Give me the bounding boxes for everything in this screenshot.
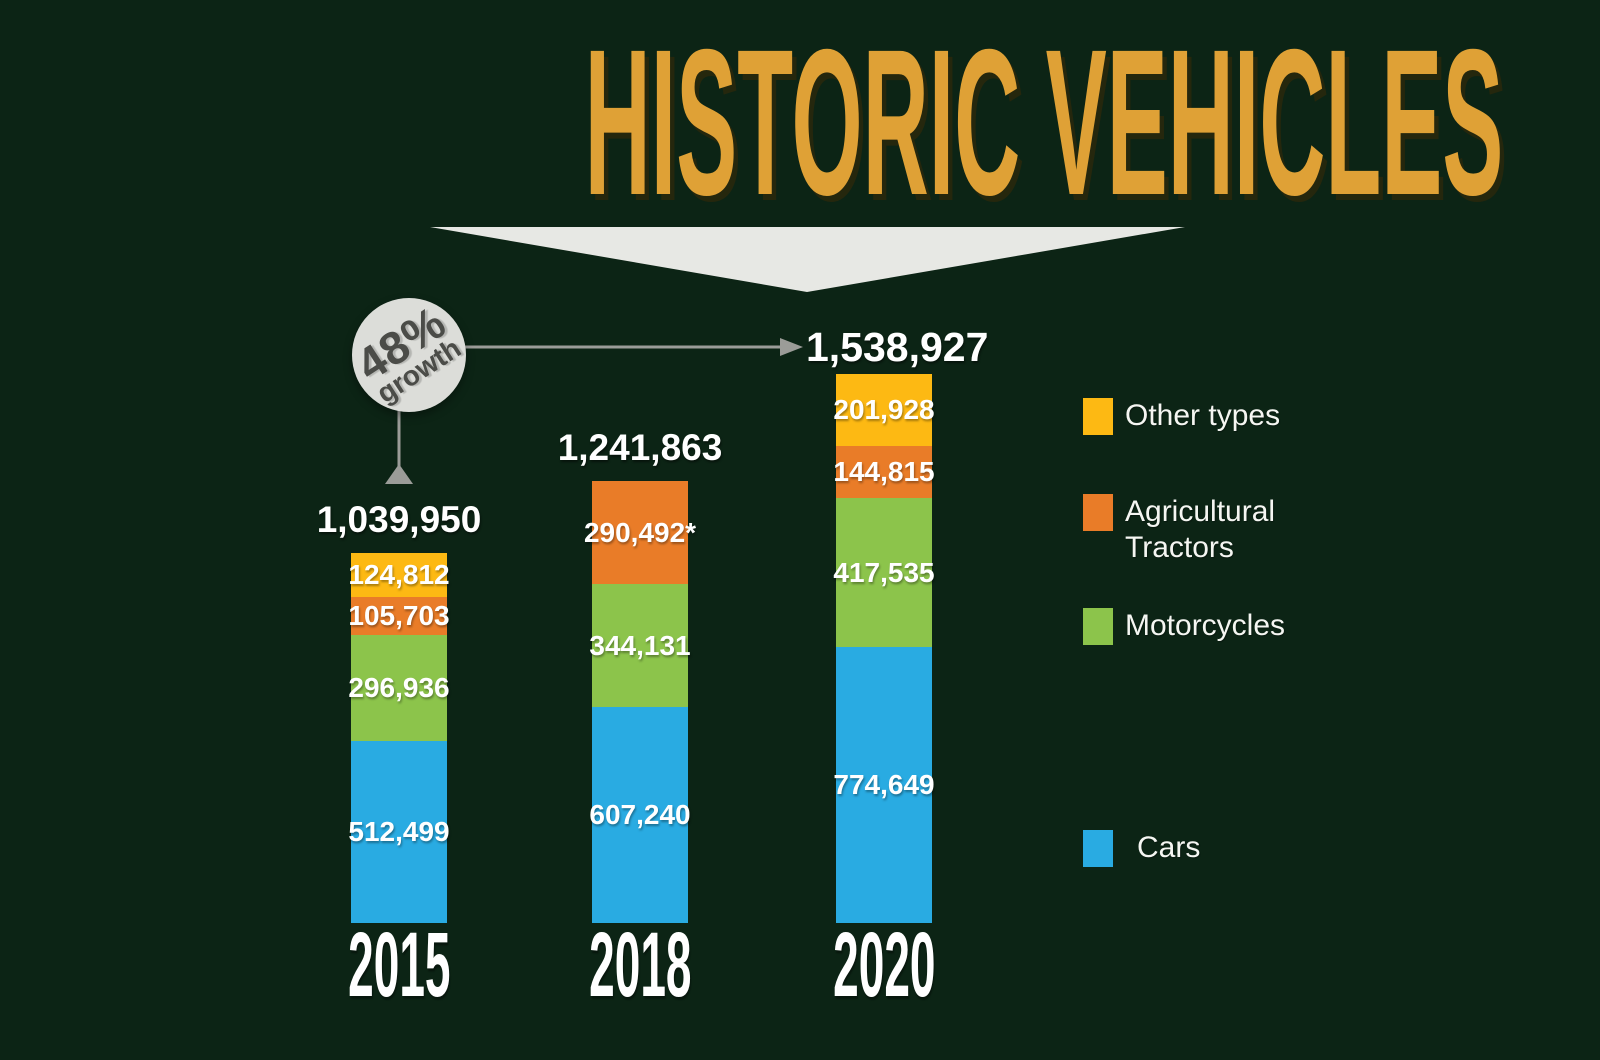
bar-segment-cars-2015: 512,499 — [348, 741, 450, 923]
bar-segment-motorcycles-2020: 417,535 — [833, 498, 935, 647]
page-title: HISTORIC VEHICLES — [584, 7, 1504, 239]
segment-value-label: 512,499 — [348, 816, 450, 847]
legend-swatch-other-types — [1083, 398, 1113, 435]
legend-swatch-cars — [1083, 830, 1113, 867]
year-text: 2020 — [832, 914, 936, 1016]
legend-label-cars: Cars — [1137, 831, 1201, 864]
legend-label-motorcycles: Motorcycles — [1125, 609, 1286, 642]
segment-value-label: 296,936 — [348, 672, 450, 703]
bar-segment-cars-2020: 774,649 — [833, 647, 935, 923]
year-label-2018: 2018 — [490, 914, 790, 1016]
total-label-2015: 1,039,950 — [316, 499, 482, 540]
segment-value-label: 417,535 — [833, 556, 935, 588]
segment-value-label: 607,240 — [589, 799, 691, 830]
legend-label-agricultural-tractors: Agricultural Tractors — [1125, 495, 1276, 564]
bar-segment-tractors-2015: 105,703 — [348, 597, 450, 635]
bar-segment-tractors-2020: 144,815 — [833, 446, 935, 498]
bar-2018: 290,492* 344,131 607,240 1,241,863 2018 — [558, 427, 723, 1011]
bar-segment-cars-2018: 607,240 — [589, 707, 691, 923]
bar-segment-motorcycles-2015: 296,936 — [348, 635, 450, 741]
segment-value-label: 105,703 — [348, 600, 450, 631]
legend-label-other-types: Other types — [1125, 399, 1281, 432]
segment-value-label: 344,131 — [589, 629, 691, 661]
total-label-2018: 1,241,863 — [557, 427, 723, 468]
bar-2015: 124,812 105,703 296,936 512,499 1,039,950 201… — [317, 499, 482, 1011]
legend-item-motorcycles: Motorcycles — [1083, 608, 1285, 645]
bar-2020: 201,928 144,815 417,535 774,649 2020 — [833, 374, 935, 1011]
year-label-2015: 2015 — [249, 914, 549, 1016]
total-label-2020: 1,538,927 — [806, 324, 989, 370]
legend-swatch-agricultural-tractors — [1083, 494, 1113, 531]
segment-value-label: 144,815 — [833, 456, 935, 487]
segment-value-label: 201,928 — [833, 394, 935, 425]
bar-segment-other-2020: 201,928 — [833, 374, 935, 446]
bar-segment-tractors-2018: 290,492* — [584, 481, 696, 584]
legend-item-agricultural-tractors: Agricultural Tractors — [1083, 494, 1325, 566]
growth-badge: 48% growth — [347, 296, 467, 412]
year-text: 2015 — [347, 914, 451, 1016]
bar-segment-other-2015: 124,812 — [348, 553, 450, 597]
title-row: HISTORIC VEHICLES — [0, 19, 1600, 227]
year-label-2020: 2020 — [734, 914, 1034, 1016]
segment-value-label: 774,649 — [833, 769, 935, 800]
year-text: 2018 — [588, 914, 692, 1016]
bar-segment-motorcycles-2018: 344,131 — [589, 584, 691, 707]
segment-value-label: 290,492* — [583, 516, 697, 548]
legend-swatch-motorcycles — [1083, 608, 1113, 645]
segment-value-label: 124,812 — [348, 559, 450, 590]
legend-item-other-types: Other types — [1083, 398, 1280, 435]
legend-item-cars: Cars — [1083, 830, 1200, 867]
